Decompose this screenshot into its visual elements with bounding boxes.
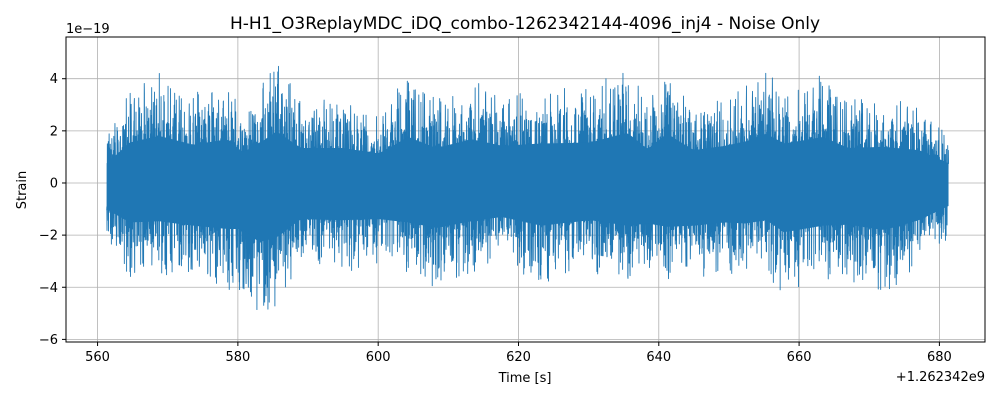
- y-tick-label: 2: [50, 124, 58, 139]
- x-tick-label: 620: [506, 350, 531, 365]
- y-scale-label: 1e−19: [66, 22, 110, 37]
- x-tick-label: 580: [225, 350, 250, 365]
- y-tick-label: −4: [39, 281, 58, 296]
- y-tick-label: 0: [50, 176, 58, 191]
- x-axis-label: Time [s]: [498, 371, 552, 386]
- x-offset-label: +1.262342e9: [896, 370, 985, 385]
- x-tick-label: 560: [85, 350, 110, 365]
- x-tick-label: 660: [787, 350, 812, 365]
- plot-frame: [65, 36, 986, 343]
- y-tick-label: −6: [39, 333, 58, 348]
- x-tick-label: 640: [646, 350, 671, 365]
- y-axis-label: Strain: [15, 171, 30, 210]
- chart-title: H-H1_O3ReplayMDC_iDQ_combo-1262342144-40…: [230, 14, 820, 34]
- y-tick-label: 4: [50, 72, 58, 87]
- y-tick-label: −2: [39, 229, 58, 244]
- y-axis-ticks: −6 −4 −2 0 2 4: [39, 72, 66, 348]
- x-tick-label: 680: [927, 350, 952, 365]
- x-tick-label: 600: [366, 350, 391, 365]
- strain-core-band: [106, 132, 949, 242]
- strain-series: [106, 65, 949, 311]
- x-axis-ticks: 560 580 600 620 640 660 680: [85, 342, 952, 365]
